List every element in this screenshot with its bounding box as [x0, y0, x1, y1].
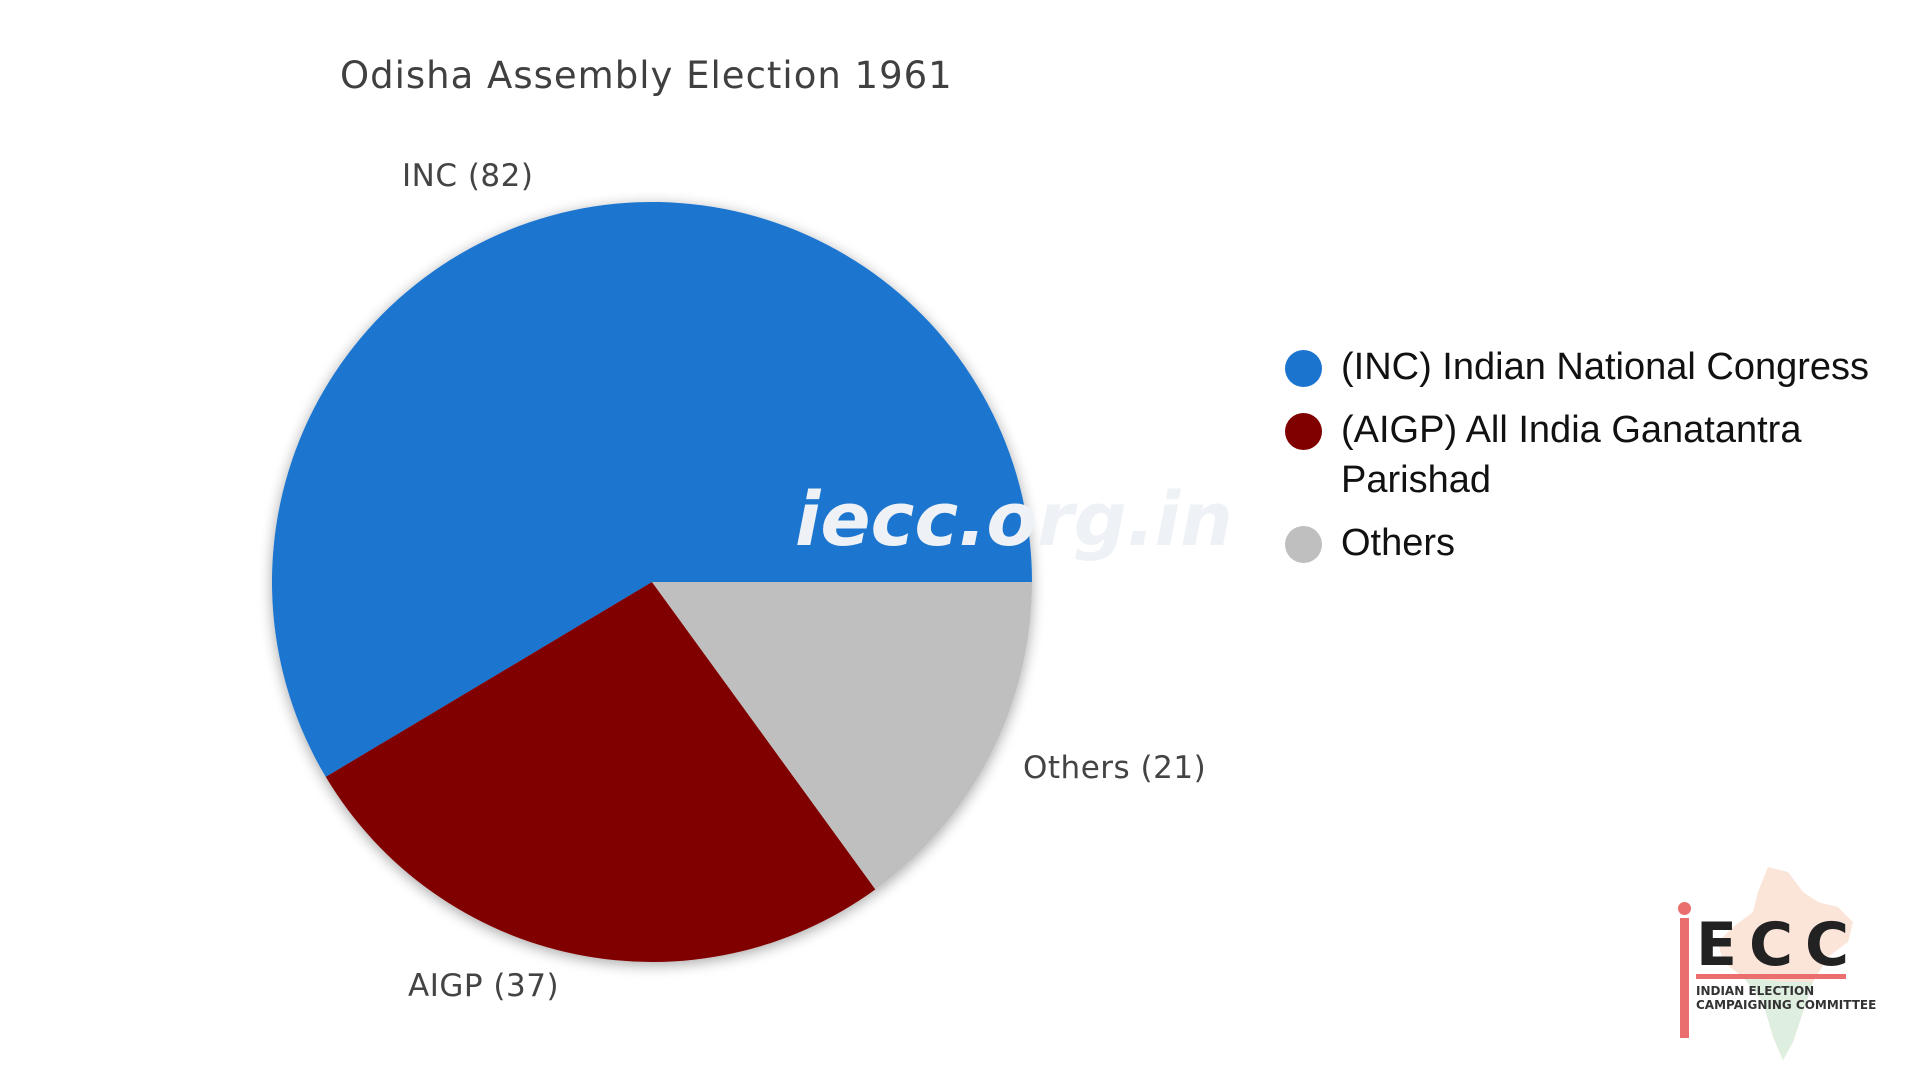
chart-legend: (INC) Indian National Congress (AIGP) Al…: [1285, 342, 1920, 568]
legend-item-aigp: (AIGP) All India Ganatantra Parishad: [1285, 405, 1920, 505]
logo-i-dot: [1678, 902, 1691, 915]
chart-title: Odisha Assembly Election 1961: [340, 54, 953, 97]
logo-wordmark: ECC: [1696, 910, 1862, 980]
slice-label-aigp: AIGP (37): [408, 968, 559, 1004]
legend-swatch-aigp: [1285, 413, 1322, 450]
pie-slice-inc: [271, 201, 1032, 777]
legend-swatch-others: [1285, 526, 1322, 563]
legend-label-others: Others: [1341, 522, 1456, 564]
slice-label-inc: INC (82): [402, 158, 533, 194]
legend-item-others: Others: [1285, 518, 1920, 568]
legend-swatch-inc: [1285, 350, 1322, 387]
logo-underline: [1696, 974, 1846, 979]
iecc-logo: ECC INDIAN ELECTION CAMPAIGNING COMMITTE…: [1668, 862, 1880, 1072]
legend-item-inc: (INC) Indian National Congress: [1285, 342, 1920, 392]
watermark-text: iecc.org.in: [795, 477, 1233, 563]
pie-slices: [271, 201, 1032, 963]
pie-slice-others: [652, 582, 1032, 890]
india-map-icon: [1718, 867, 1853, 1060]
legend-label-inc: (INC) Indian National Congress: [1341, 346, 1870, 388]
logo-i-stem: [1680, 918, 1689, 1038]
legend-label-aigp: (AIGP) All India Ganatantra Parishad: [1341, 409, 1802, 501]
pie-slice-aigp: [325, 582, 876, 963]
slice-label-others: Others (21): [1023, 750, 1206, 786]
logo-subtitle: INDIAN ELECTION CAMPAIGNING COMMITTEE: [1696, 984, 1877, 1012]
